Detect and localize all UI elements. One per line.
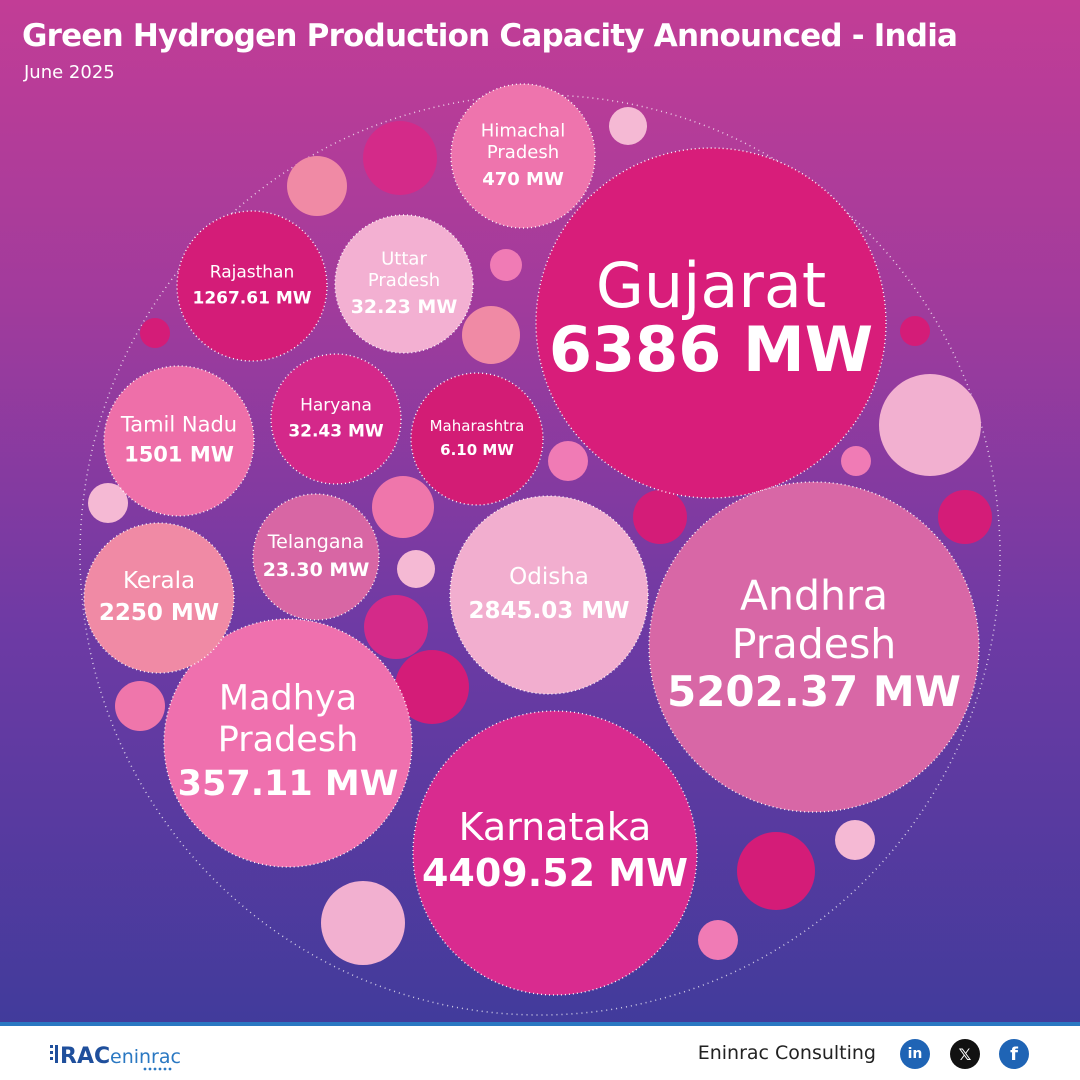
bubble-name-label: Rajasthan: [210, 262, 295, 282]
bubble-name-label: Odisha: [509, 564, 589, 590]
bubble-value-label: 1267.61 MW: [192, 288, 311, 308]
decorative-dot: [364, 595, 428, 659]
bubble-telangana: Telangana 23.30 MW: [252, 493, 380, 621]
bubble-name-label: Pradesh: [368, 270, 440, 291]
bubble-mark: [163, 618, 413, 868]
decorative-dot: [115, 681, 165, 731]
decorative-dot: [633, 490, 687, 544]
bubble-haryana: Haryana 32.43 MW: [270, 353, 402, 485]
bubble-name-label: Andhra: [740, 571, 888, 619]
decorative-dot: [938, 490, 992, 544]
decorative-dot: [609, 107, 647, 145]
bubble-name-label: Madhya: [219, 678, 357, 718]
bubble-name-label: Karnataka: [459, 805, 652, 849]
bubble-name-label: Pradesh: [218, 720, 359, 760]
bubble-name-label: Gujarat: [596, 249, 826, 322]
decorative-dot: [140, 318, 170, 348]
linkedin-icon[interactable]: in: [900, 1039, 930, 1069]
eninrac-logo: RAC eninrac: [50, 1044, 181, 1071]
bubble-mark: [412, 710, 698, 996]
bubble-value-label: 23.30 MW: [263, 559, 370, 581]
bubble-tamil-nadu: Tamil Nadu 1501 MW: [103, 365, 255, 517]
bubble-value-label: 6.10 MW: [440, 441, 514, 459]
svg-text:RAC: RAC: [60, 1044, 110, 1069]
decorative-dot: [287, 156, 347, 216]
bubble-kerala: Kerala 2250 MW: [83, 522, 235, 674]
bubble-mark: [176, 210, 328, 362]
facebook-icon[interactable]: f: [999, 1039, 1029, 1069]
bubble-value-label: 5202.37 MW: [667, 667, 961, 716]
bubble-name-label: Uttar: [381, 249, 427, 270]
decorative-dot: [548, 441, 588, 481]
bubble-name-label: Pradesh: [487, 142, 559, 163]
outer-boundary-circle: [79, 94, 1001, 1016]
bubble-rajasthan: Rajasthan 1267.61 MW: [176, 210, 328, 362]
chart-title: Green Hydrogen Production Capacity Annou…: [22, 18, 958, 54]
bubble-odisha: Odisha 2845.03 MW: [449, 495, 649, 695]
bubble-mark: [450, 83, 596, 229]
bubble-value-label: 1501 MW: [124, 442, 234, 466]
bubble-value-label: 2250 MW: [99, 600, 219, 626]
bubble-value-label: 357.11 MW: [178, 764, 399, 804]
bubble-value-label: 2845.03 MW: [468, 598, 629, 624]
decorative-dot: [841, 446, 871, 476]
bubble-mark: [83, 522, 235, 674]
bubble-maharashtra: Maharashtra 6.10 MW: [410, 372, 544, 506]
decorative-dot: [321, 881, 405, 965]
bubble-mark: [449, 495, 649, 695]
bubble-mark: [252, 493, 380, 621]
bubble-name-label: Tamil Nadu: [120, 412, 237, 436]
decorative-dot: [900, 316, 930, 346]
bubble-name-label: Maharashtra: [430, 417, 525, 435]
bubble-mark: [648, 481, 980, 813]
footer-bar: RAC eninrac Eninrac Consulting in 𝕏 f: [0, 1022, 1080, 1080]
decorative-dot: [372, 476, 434, 538]
bubble-name-label: Himachal: [481, 121, 565, 142]
bubble-name-label: Haryana: [300, 395, 372, 415]
bubble-mark: [103, 365, 255, 517]
decorative-dot: [737, 832, 815, 910]
decorative-dot: [363, 121, 437, 195]
svg-text:eninrac: eninrac: [110, 1046, 181, 1068]
chart-subtitle: June 2025: [24, 62, 115, 83]
decorative-dot: [88, 483, 128, 523]
bubble-name-label: Kerala: [123, 568, 195, 594]
bubble-value-label: 470 MW: [482, 169, 564, 190]
bubble-mark: [334, 214, 474, 354]
decorative-dot: [698, 920, 738, 960]
decorative-dot: [395, 650, 469, 724]
company-name: Eninrac Consulting: [697, 1042, 876, 1064]
decorative-dot: [879, 374, 981, 476]
decorative-dot: [490, 249, 522, 281]
decorative-dot: [462, 306, 520, 364]
bubble-value-label: 32.23 MW: [351, 296, 458, 318]
decorative-dot: [835, 820, 875, 860]
decorative-dot: [397, 550, 435, 588]
x-icon[interactable]: 𝕏: [950, 1039, 980, 1069]
bubble-name-label: Pradesh: [732, 620, 897, 668]
bubble-mark: [270, 353, 402, 485]
bubble-value-label: 4409.52 MW: [422, 851, 688, 895]
bubble-value-label: 6386 MW: [549, 313, 873, 386]
bubble-value-label: 32.43 MW: [288, 421, 384, 441]
bubble-mark: [410, 372, 544, 506]
bubble-mark: [535, 147, 887, 499]
bubble-name-label: Telangana: [267, 531, 364, 553]
